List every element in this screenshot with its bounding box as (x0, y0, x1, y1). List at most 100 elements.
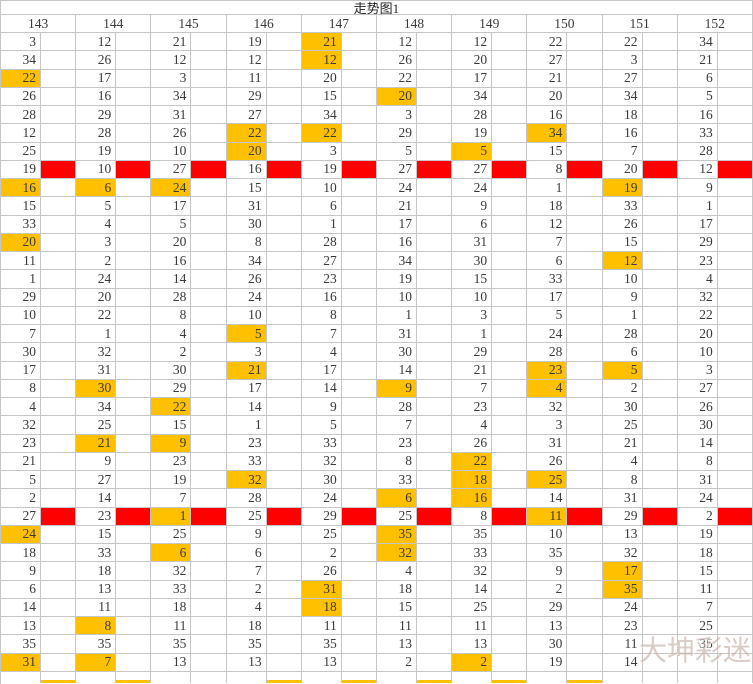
marker-cell (567, 306, 603, 325)
marker-cell (642, 179, 678, 198)
omission-cell: 27 (527, 51, 568, 70)
red-marker-cell (642, 507, 678, 526)
marker-cell (266, 106, 302, 125)
marker-cell (416, 635, 453, 654)
omission-cell: 5 (527, 306, 568, 325)
omission-cell: 21 (1, 452, 41, 471)
omission-cell: 34 (376, 252, 417, 271)
omission-cell: 15 (602, 233, 643, 252)
omission-cell: 26 (602, 215, 643, 234)
omission-cell: 29 (602, 507, 643, 526)
omission-cell: 35 (226, 635, 267, 654)
omission-cell: 27 (226, 106, 267, 125)
marker-cell (642, 452, 678, 471)
omission-cell: 28 (301, 233, 342, 252)
omission-cell: 9 (602, 288, 643, 307)
omission-cell: 2 (376, 653, 417, 672)
marker-cell (191, 598, 227, 617)
omission-cell: 10 (301, 179, 342, 198)
omission-cell: 27 (1, 507, 41, 526)
period-header-146: 146 (226, 15, 302, 33)
omission-cell: 18 (677, 544, 718, 563)
marker-cell (116, 653, 152, 672)
marker-cell (717, 489, 753, 508)
marker-cell (266, 69, 302, 88)
marker-cell (642, 87, 678, 106)
marker-cell (266, 416, 302, 435)
omission-cell: 2 (76, 252, 117, 271)
marker-cell (717, 343, 753, 362)
omission-cell: 5 (226, 325, 267, 344)
marker-cell (416, 525, 453, 544)
marker-cell (567, 33, 603, 52)
marker-cell (341, 142, 377, 161)
red-marker-cell (341, 160, 377, 179)
marker-cell (191, 452, 227, 471)
omission-cell: 15 (452, 270, 493, 289)
omission-cell: 29 (301, 507, 342, 526)
omission-cell: 2 (1, 489, 41, 508)
omission-cell: 34 (527, 124, 568, 143)
marker-cell (41, 69, 77, 88)
omission-cell: 2 (452, 653, 493, 672)
omission-cell: 5 (301, 416, 342, 435)
marker-cell (191, 617, 227, 636)
omission-cell: 34 (602, 87, 643, 106)
marker-cell (416, 252, 453, 271)
omission-cell: 9 (527, 562, 568, 581)
omission-cell: 31 (76, 361, 117, 380)
marker-cell (642, 416, 678, 435)
omission-cell: 7 (226, 562, 267, 581)
marker-cell (266, 361, 302, 380)
omission-cell: 16 (527, 106, 568, 125)
marker-cell (116, 379, 152, 398)
marker-cell (41, 288, 77, 307)
marker-cell (416, 179, 453, 198)
omission-cell: 24 (151, 179, 192, 198)
marker-cell (642, 653, 678, 672)
omission-cell: 8 (151, 306, 192, 325)
marker-cell (341, 398, 377, 417)
marker-cell (642, 215, 678, 234)
omission-cell: 3 (376, 106, 417, 125)
omission-cell: 25 (76, 416, 117, 435)
omission-cell: 23 (677, 252, 718, 271)
omission-cell: 18 (76, 562, 117, 581)
omission-cell: 12 (226, 51, 267, 70)
marker-cell (642, 598, 678, 617)
omission-cell: 13 (527, 617, 568, 636)
period-header-152: 152 (677, 15, 753, 33)
red-marker-cell (567, 160, 603, 179)
marker-cell (492, 361, 528, 380)
omission-cell: 5 (151, 215, 192, 234)
marker-cell (567, 51, 603, 70)
marker-cell (567, 215, 603, 234)
omission-cell: 35 (452, 525, 493, 544)
period-header-151: 151 (602, 15, 678, 33)
marker-cell (717, 270, 753, 289)
omission-cell: 7 (677, 598, 718, 617)
marker-cell (116, 562, 152, 581)
omission-cell: 7 (376, 416, 417, 435)
omission-cell: 10 (151, 142, 192, 161)
omission-cell: 11 (452, 617, 493, 636)
marker-cell (642, 325, 678, 344)
omission-cell: 18 (301, 598, 342, 617)
marker-cell (266, 343, 302, 362)
omission-cell: 3 (301, 142, 342, 161)
marker-cell (567, 379, 603, 398)
marker-cell (266, 270, 302, 289)
omission-cell: 27 (452, 160, 493, 179)
red-marker-cell (416, 507, 453, 526)
omission-cell: 32 (1, 416, 41, 435)
marker-cell (191, 544, 227, 563)
marker-cell (567, 106, 603, 125)
period-header-143: 143 (1, 15, 77, 33)
omission-cell: 33 (376, 471, 417, 490)
marker-cell (717, 361, 753, 380)
omission-cell: 8 (76, 617, 117, 636)
partial-highlight-fragment (416, 671, 453, 683)
marker-cell (116, 544, 152, 563)
omission-cell: 17 (76, 69, 117, 88)
omission-cell: 6 (226, 544, 267, 563)
